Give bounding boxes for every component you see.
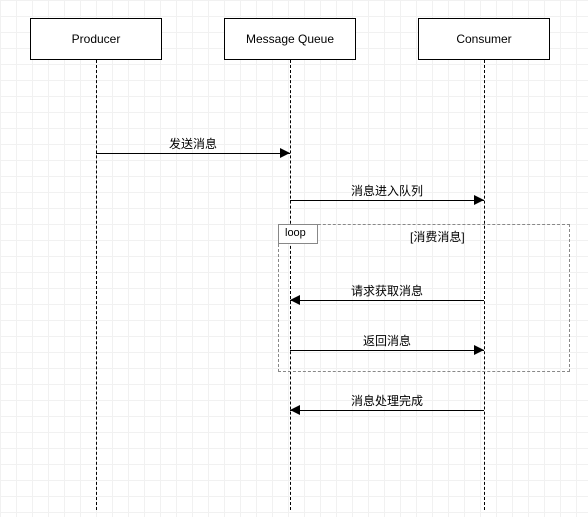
message-label: 返回消息 — [290, 332, 484, 349]
message-line — [96, 153, 290, 154]
sequence-diagram: Producer Message Queue Consumer loop [消费… — [0, 0, 588, 517]
message-label: 请求获取消息 — [290, 282, 484, 299]
participant-label: Producer — [72, 32, 121, 46]
message-line — [290, 300, 484, 301]
lifeline — [96, 60, 97, 510]
message-label: 发送消息 — [96, 135, 290, 152]
message-label: 消息进入队列 — [290, 182, 484, 199]
participant-label: Message Queue — [246, 32, 334, 46]
participant-label: Consumer — [456, 32, 511, 46]
message-line — [290, 410, 484, 411]
participant-box: Producer — [30, 18, 162, 60]
message-label: 消息处理完成 — [290, 392, 484, 409]
loop-tag: loop — [278, 224, 318, 244]
participant-box: Message Queue — [224, 18, 356, 60]
message-line — [290, 350, 484, 351]
message-line — [290, 200, 484, 201]
loop-condition: [消费消息] — [410, 228, 465, 245]
participant-box: Consumer — [418, 18, 550, 60]
